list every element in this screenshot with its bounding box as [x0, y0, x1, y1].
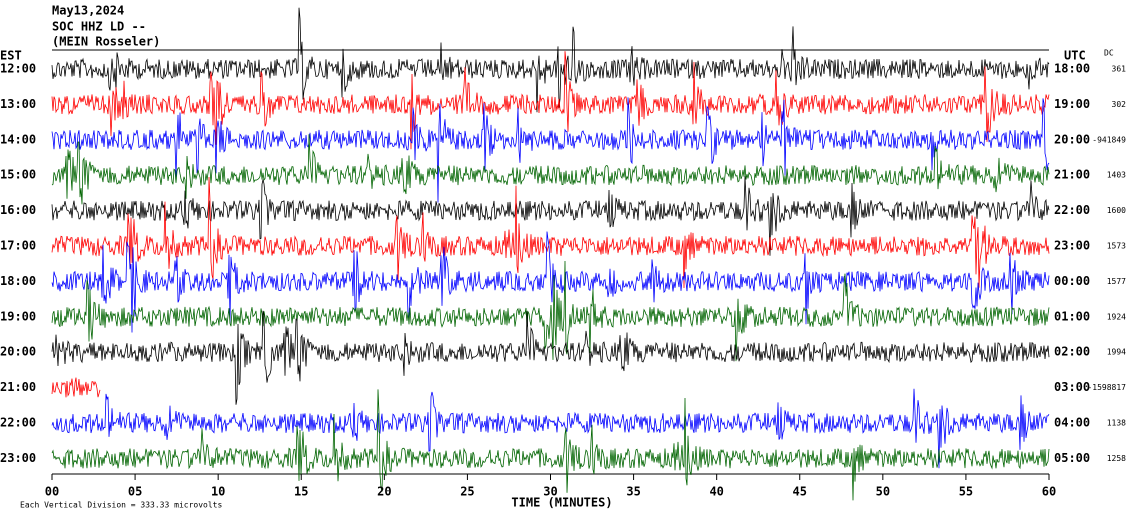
right-header: UTC — [1064, 49, 1086, 63]
row-dc-label: -1598817 — [1087, 383, 1126, 392]
row-left-label: 19:00 — [0, 309, 36, 323]
row-right-label: 05:00 — [1054, 451, 1090, 465]
row-dc-label: 1258 — [1107, 454, 1126, 463]
row-dc-label: 1138 — [1107, 419, 1126, 428]
trace — [51, 231, 1050, 333]
trace — [51, 176, 1050, 256]
row-left-label: 22:00 — [0, 416, 36, 430]
title: May13,2024 — [52, 4, 124, 18]
row-left-label: 20:00 — [0, 345, 36, 359]
trace — [51, 97, 1050, 203]
row-left-label: 12:00 — [0, 62, 36, 76]
x-tick-label: 40 — [709, 485, 723, 499]
subtitle: SOC HHZ LD -- — [52, 20, 146, 34]
trace — [51, 176, 1050, 289]
x-tick-label: 35 — [626, 485, 640, 499]
x-tick-label: 10 — [211, 485, 225, 499]
row-dc-label: 1600 — [1107, 206, 1126, 215]
row-dc-label: -941849 — [1092, 135, 1126, 144]
row-left-label: 18:00 — [0, 274, 36, 288]
x-axis-label: TIME (MINUTES) — [511, 496, 612, 510]
x-tick-label: 60 — [1042, 485, 1056, 499]
row-right-label: 03:00 — [1054, 380, 1090, 394]
row-dc-label: 1577 — [1107, 277, 1126, 286]
dc-header: DC — [1104, 49, 1114, 58]
trace — [51, 134, 1050, 205]
x-tick-label: 15 — [294, 485, 308, 499]
trace — [51, 51, 1050, 150]
row-dc-label: 1403 — [1107, 171, 1126, 180]
row-dc-label: 1994 — [1107, 348, 1126, 357]
row-left-label: 23:00 — [0, 451, 36, 465]
row-dc-label: 1924 — [1107, 312, 1126, 321]
row-right-label: 21:00 — [1054, 168, 1090, 182]
x-tick-label: 05 — [128, 485, 142, 499]
x-tick-label: 45 — [793, 485, 807, 499]
trace — [51, 7, 1050, 113]
left-header: EST — [0, 49, 22, 63]
row-right-label: 04:00 — [1054, 416, 1090, 430]
row-dc-label: 361 — [1112, 65, 1127, 74]
row-left-label: 14:00 — [0, 132, 36, 146]
row-left-label: 13:00 — [0, 97, 36, 111]
x-tick-label: 55 — [959, 485, 973, 499]
row-right-label: 23:00 — [1054, 239, 1090, 253]
row-right-label: 00:00 — [1054, 274, 1090, 288]
x-tick-label: 30 — [543, 485, 557, 499]
x-tick-label: 25 — [460, 485, 474, 499]
trace — [51, 389, 1050, 501]
row-dc-label: 302 — [1112, 100, 1127, 109]
note: (MEIN Rosseler) — [52, 35, 160, 49]
trace — [51, 310, 1050, 405]
row-left-label: 15:00 — [0, 168, 36, 182]
row-right-label: 22:00 — [1054, 203, 1090, 217]
row-left-label: 17:00 — [0, 239, 36, 253]
row-left-label: 16:00 — [0, 203, 36, 217]
x-tick-label: 50 — [876, 485, 890, 499]
row-right-label: 19:00 — [1054, 97, 1090, 111]
row-dc-label: 1573 — [1107, 242, 1126, 251]
footer: Each Vertical Division = 333.33 microvol… — [20, 501, 222, 510]
row-right-label: 02:00 — [1054, 345, 1090, 359]
row-right-label: 18:00 — [1054, 62, 1090, 76]
trace — [51, 377, 101, 398]
trace — [51, 260, 1050, 362]
row-left-label: 21:00 — [0, 380, 36, 394]
row-right-label: 20:00 — [1054, 132, 1090, 146]
x-tick-label: 20 — [377, 485, 391, 499]
x-tick-label: 00 — [45, 485, 59, 499]
row-right-label: 01:00 — [1054, 309, 1090, 323]
trace — [51, 388, 1050, 469]
